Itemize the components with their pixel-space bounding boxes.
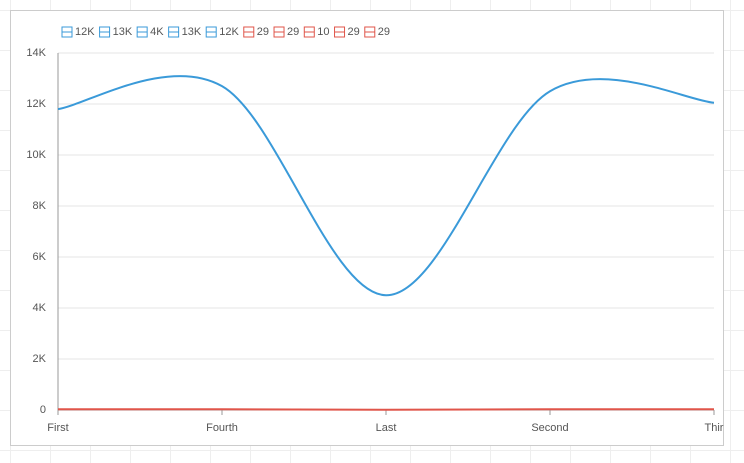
legend-label: 29 — [257, 26, 269, 38]
legend-label: 10 — [317, 26, 329, 38]
y-tick-label: 6K — [33, 251, 47, 263]
legend-label: 29 — [348, 26, 360, 38]
y-tick-label: 10K — [26, 149, 46, 161]
y-tick-label: 8K — [33, 200, 47, 212]
legend-label: 13K — [113, 26, 133, 38]
x-tick-label: Fourth — [206, 422, 238, 434]
x-tick-label: Last — [376, 422, 397, 434]
y-tick-label: 2K — [33, 353, 47, 365]
legend-label: 12K — [75, 26, 95, 38]
line-series — [57, 408, 715, 411]
x-tick-label: Second — [531, 422, 568, 434]
y-tick-label: 14K — [26, 47, 46, 59]
x-tick-label: First — [47, 422, 68, 434]
y-tick-label: 4K — [33, 302, 47, 314]
y-tick-label: 12K — [26, 98, 46, 110]
legend-label: 12K — [219, 26, 239, 38]
legend-label: 13K — [182, 26, 202, 38]
legend-label: 29 — [378, 26, 390, 38]
y-tick-label: 0 — [40, 404, 46, 416]
legend-label: 4K — [150, 26, 164, 38]
legend-label: 29 — [287, 26, 299, 38]
chart-frame — [10, 10, 724, 446]
line-series — [57, 75, 715, 297]
x-tick-label: Thir — [705, 422, 724, 434]
